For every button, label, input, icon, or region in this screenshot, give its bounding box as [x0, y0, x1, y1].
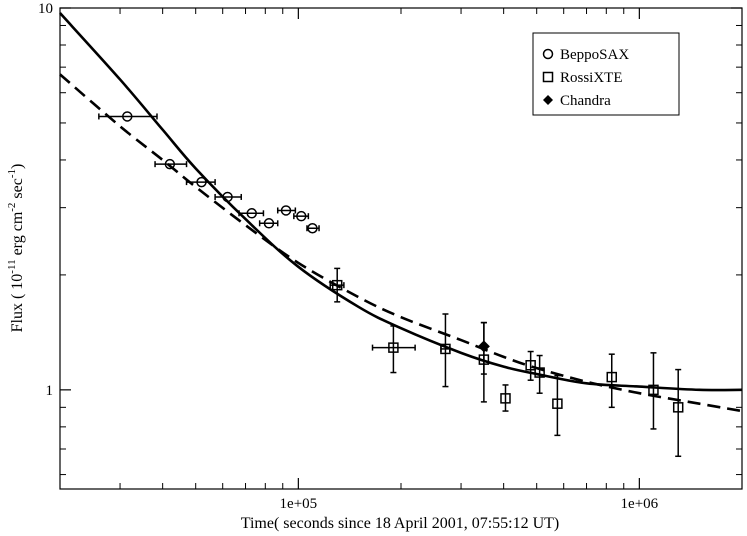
square-marker: [331, 279, 343, 291]
legend-label-2: Chandra: [560, 93, 611, 109]
square-marker: [500, 393, 511, 404]
y-axis-label: Flux ( 10-11 erg cm-2 sec-1): [6, 164, 26, 333]
y-label-exp3: -1: [6, 169, 18, 178]
circle-marker: [196, 176, 207, 188]
y-label-mid2: sec: [9, 178, 26, 202]
model-curves: [59, 12, 743, 413]
rossixte-point-0: [329, 267, 345, 303]
square-marker: [534, 367, 545, 378]
solid-model-curve: [59, 12, 743, 392]
dashed-model-curve: [59, 73, 743, 413]
y-tick-label-1: 10: [38, 1, 53, 17]
rossixte-point-10: [672, 368, 684, 458]
square-marker: [388, 342, 399, 353]
legend-label-0: BeppoSAX: [560, 47, 629, 63]
bepposax-point-5: [258, 218, 279, 229]
y-label-suffix: ): [9, 164, 26, 169]
rossixte-point-8: [606, 353, 618, 409]
legend-label-1: RossiXTE: [560, 70, 623, 86]
bepposax-point-7: [293, 210, 310, 222]
square-marker: [552, 398, 563, 409]
bepposax-point-3: [214, 191, 242, 203]
x-tick-label-1: 1e+06: [621, 496, 659, 512]
square-marker: [648, 384, 659, 396]
square-marker: [672, 402, 684, 413]
rossixte-point-5: [525, 350, 536, 381]
circle-marker: [280, 205, 292, 216]
bepposax-point-2: [185, 176, 216, 188]
legend-square-icon: [542, 71, 554, 83]
y-label-prefix: Flux ( 10: [9, 274, 26, 333]
rossixte-point-2: [440, 313, 451, 388]
x-axis-label: Time( seconds since 18 April 2001, 07:55…: [241, 515, 560, 532]
legend-circle-icon: [542, 48, 554, 60]
circle-marker: [122, 111, 133, 122]
rossixte-point-9: [648, 352, 659, 430]
bepposax-point-1: [154, 158, 188, 170]
square-marker: [606, 371, 618, 383]
bepposax-point-6: [276, 205, 297, 216]
legend-diamond-icon: [543, 95, 553, 105]
circle-marker: [222, 191, 233, 203]
bepposax-point-0: [98, 111, 158, 122]
legend: BeppoSAX RossiXTE Chandra: [532, 32, 680, 116]
square-marker: [440, 343, 451, 355]
bepposax-point-8: [306, 222, 320, 234]
data-points: [98, 111, 684, 458]
y-label-exp1: -11: [6, 259, 18, 273]
y-label-mid1: erg cm: [9, 211, 26, 259]
circle-marker: [246, 208, 257, 219]
circle-marker: [307, 222, 318, 234]
rossixte-point-6: [534, 354, 545, 394]
y-label-exp2: -2: [6, 203, 18, 212]
x-tick-label-0: 1e+05: [280, 496, 318, 512]
square-marker: [525, 359, 536, 371]
legend-box: [532, 32, 680, 116]
tick-labels: 1e+05 1e+06 1 10: [38, 1, 659, 512]
circle-marker: [164, 158, 176, 170]
bepposax-point-4: [238, 208, 265, 219]
minor-ticks: [59, 8, 743, 489]
chandra-point-0: [477, 321, 490, 375]
rossixte-point-4: [500, 384, 511, 412]
rossixte-point-7: [552, 374, 563, 437]
circle-marker: [296, 210, 307, 222]
rossixte-point-1: [371, 325, 416, 374]
diamond-marker: [477, 340, 490, 353]
y-tick-label-0: 1: [46, 383, 54, 399]
circle-marker: [263, 218, 275, 229]
